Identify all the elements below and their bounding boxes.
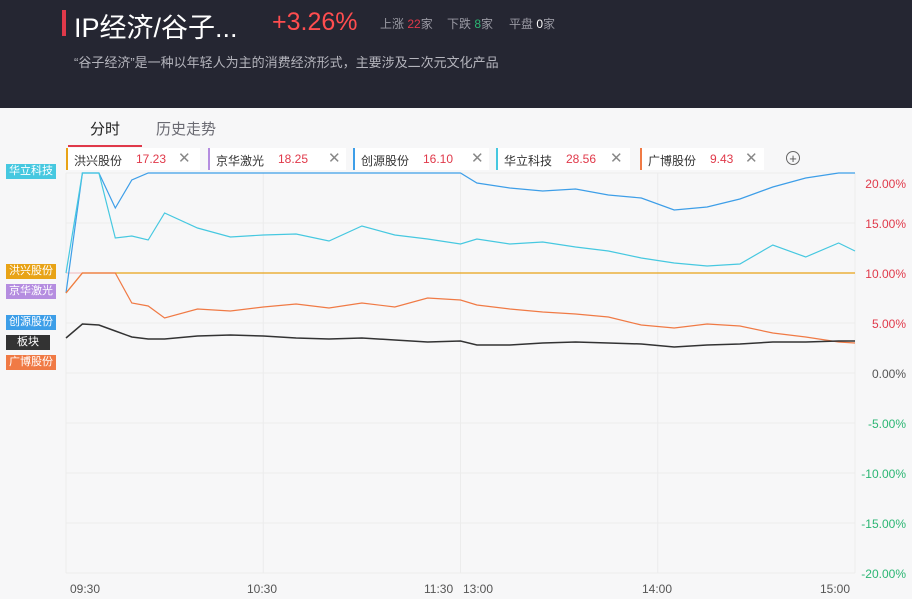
- y-tick-label: -10.00%: [861, 467, 906, 481]
- stock-chip-price: 17.23: [136, 152, 167, 166]
- page-title: IP经济/谷子...: [74, 13, 238, 43]
- tab-bar: 分时 历史走势: [0, 108, 912, 148]
- flat-count-stat: 平盘 0家: [509, 15, 555, 32]
- y-tick-label: 15.00%: [865, 217, 906, 231]
- header: IP经济/谷子... +3.26% 上涨 22家 下跌 8家 平盘 0家 “谷子…: [0, 0, 912, 108]
- x-tick-label: 09:30: [70, 582, 101, 596]
- series-label-jinghua: 京华激光: [6, 284, 56, 299]
- series-label-huali: 华立科技: [6, 164, 56, 179]
- down-count: 8: [474, 17, 482, 31]
- series-line-创源股份: [65, 172, 856, 274]
- x-tick-label: 15:00: [820, 582, 851, 596]
- title-accent-bar: [62, 10, 66, 36]
- close-icon[interactable]: ✕: [328, 150, 341, 167]
- y-tick-label: 0.00%: [871, 367, 906, 381]
- down-unit: 家: [481, 17, 494, 31]
- y-tick-label: -20.00%: [861, 567, 906, 581]
- stock-chip-name: 创源股份: [361, 154, 410, 168]
- x-tick-label: 11:30: [424, 582, 454, 596]
- series-line-板块: [65, 323, 855, 348]
- stock-chip-guangbo[interactable]: 广博股份 9.43 ✕: [640, 148, 764, 170]
- x-tick-label: 10:30: [247, 582, 278, 596]
- up-count-stat: 上涨 22家: [380, 15, 433, 32]
- y-tick-label: 20.00%: [865, 177, 906, 191]
- flat-label: 平盘: [509, 17, 534, 31]
- tab-history[interactable]: 历史走势: [156, 121, 217, 138]
- flat-count: 0: [536, 17, 544, 31]
- series-label-hongxing: 洪兴股份: [6, 264, 56, 279]
- close-icon[interactable]: ✕: [471, 150, 484, 167]
- stock-chip-price: 18.25: [278, 152, 309, 166]
- series-label-guangbo: 广博股份: [6, 355, 56, 370]
- active-tab-underline: [68, 145, 142, 147]
- stock-chip-price: 28.56: [566, 152, 597, 166]
- sector-description: “谷子经济”是一种以年轻人为主的消费经济形式，主要涉及二次元文化产品: [74, 55, 499, 70]
- stock-chip-name: 华立科技: [504, 154, 553, 168]
- x-tick-label: 13:00: [463, 582, 494, 596]
- down-label: 下跌: [447, 17, 472, 31]
- stock-chip-name: 广博股份: [648, 154, 697, 168]
- stock-chip-huali[interactable]: 华立科技 28.56 ✕: [496, 148, 630, 170]
- close-icon[interactable]: ✕: [178, 150, 191, 167]
- y-tick-label: 10.00%: [865, 267, 906, 281]
- up-unit: 家: [420, 17, 433, 31]
- down-count-stat: 下跌 8家: [447, 15, 493, 32]
- y-tick-label: -15.00%: [861, 517, 906, 531]
- add-stock-icon[interactable]: +: [786, 151, 800, 165]
- stock-chip-jinghua[interactable]: 京华激光 18.25 ✕: [208, 148, 346, 170]
- y-tick-label: 5.00%: [871, 317, 906, 331]
- series-line-华立科技: [65, 172, 855, 294]
- stock-chip-name: 京华激光: [216, 154, 265, 168]
- y-tick-label: -5.00%: [867, 417, 906, 431]
- up-count: 22: [407, 17, 421, 31]
- flat-unit: 家: [543, 17, 556, 31]
- series-label-chuangyuan: 创源股份: [6, 315, 56, 330]
- series-line-洪兴股份: [65, 272, 855, 294]
- stock-chip-price: 9.43: [710, 152, 734, 166]
- change-percent: +3.26%: [272, 8, 358, 36]
- stock-chip-chuangyuan[interactable]: 创源股份 16.10 ✕: [353, 148, 489, 170]
- stock-chip-price: 16.10: [423, 152, 454, 166]
- tab-intraday[interactable]: 分时: [90, 121, 121, 138]
- series-label-board: 板块: [6, 335, 50, 350]
- stock-chip-name: 洪兴股份: [74, 154, 123, 168]
- up-label: 上涨: [380, 17, 405, 31]
- series-line-广博股份: [65, 272, 856, 344]
- close-icon[interactable]: ✕: [745, 150, 758, 167]
- stock-chip-hongxing[interactable]: 洪兴股份 17.23 ✕: [66, 148, 200, 170]
- x-tick-label: 14:00: [642, 582, 673, 596]
- close-icon[interactable]: ✕: [610, 150, 623, 167]
